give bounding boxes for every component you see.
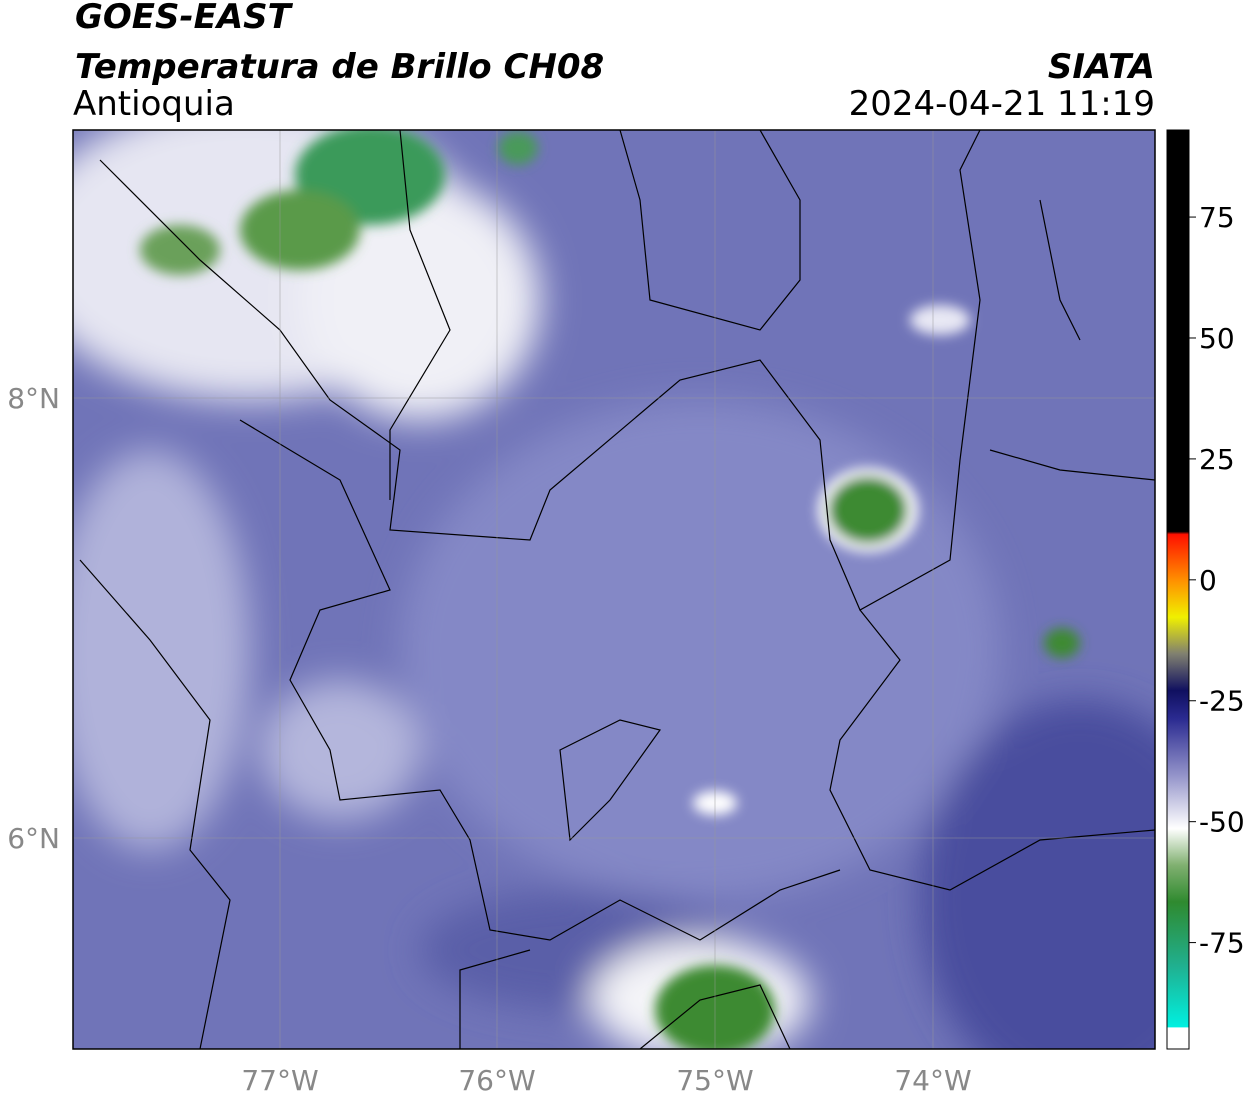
lon-label: 76°W (458, 1064, 535, 1097)
colorbar-tick-label: 75 (1199, 201, 1235, 234)
colorbar (1166, 129, 1190, 1050)
lat-label: 8°N (7, 382, 60, 415)
source: SIATA (1048, 47, 1155, 87)
map-frame (72, 129, 1156, 1050)
lon-label: 77°W (241, 1064, 318, 1097)
colorbar-tick-label: -25 (1199, 685, 1245, 718)
lat-label: 6°N (7, 822, 60, 855)
colorbar-tick-label: -75 (1199, 927, 1245, 960)
colorbar-tick-label: 50 (1199, 322, 1235, 355)
colorbar-ticks: 75 50 25 0 -25 -50 -75 (1189, 201, 1245, 960)
datetime: 2024-04-21 11:19 (849, 84, 1155, 124)
colorbar-tick-label: -50 (1199, 806, 1245, 839)
colorbar-tick-label: 0 (1199, 564, 1217, 597)
lon-label: 74°W (894, 1064, 971, 1097)
title: GOES-EAST (75, 0, 294, 37)
product: Temperatura de Brillo CH08 (75, 47, 604, 87)
map-image (73, 130, 1155, 1049)
colorbar-tick-label: 25 (1199, 443, 1235, 476)
lon-label: 75°W (676, 1064, 753, 1097)
region: Antioquia (73, 84, 235, 124)
